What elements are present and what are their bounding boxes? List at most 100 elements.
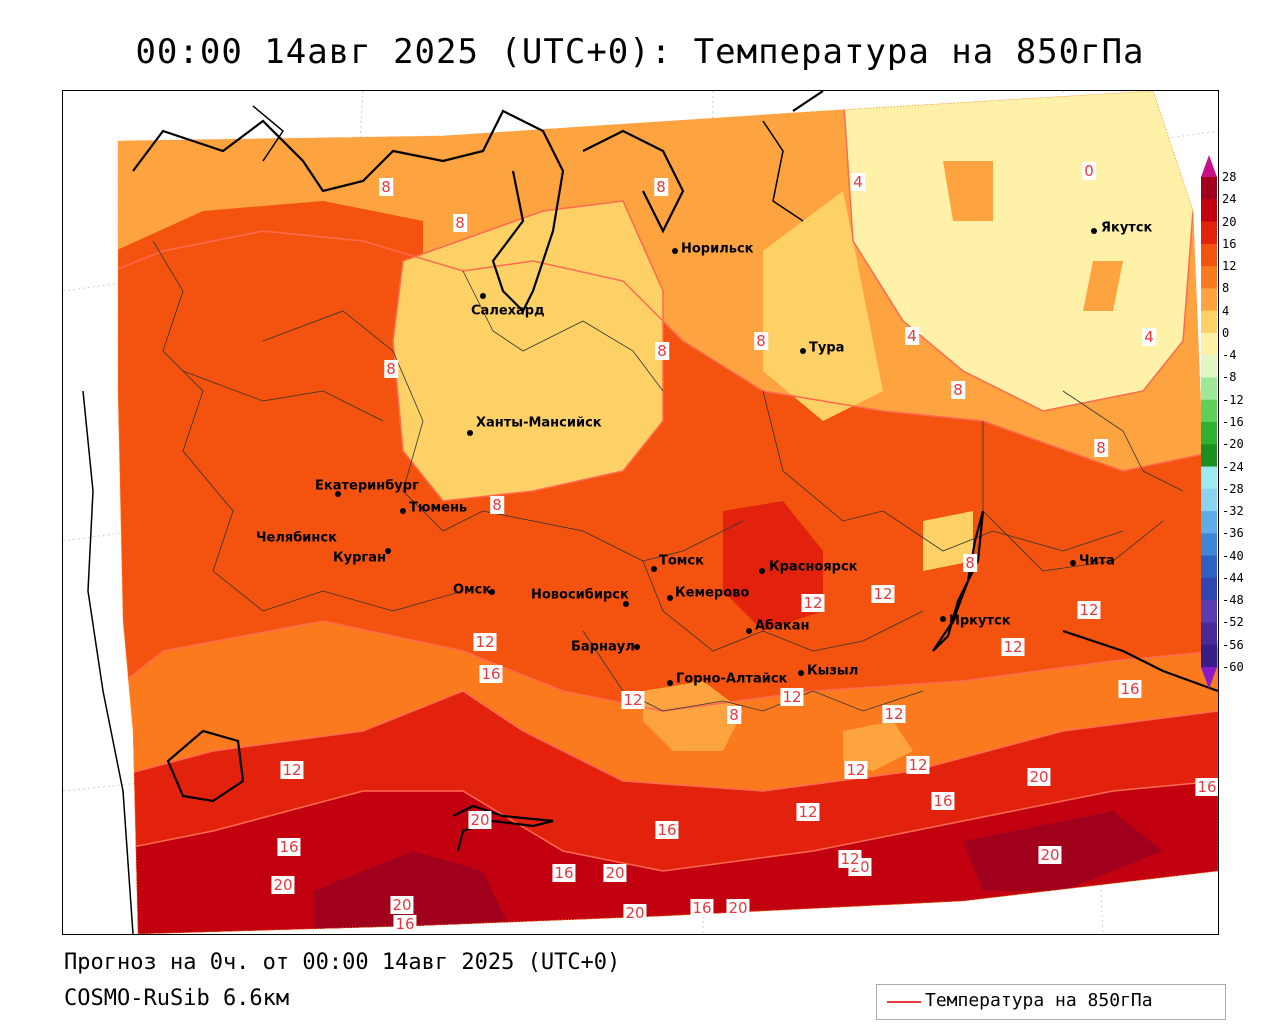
contour-label: 16 <box>552 864 576 882</box>
city-dot-icon <box>672 248 678 254</box>
forecast-info: Прогноз на 0ч. от 00:00 14авг 2025 (UTC+… <box>64 950 621 975</box>
contour-label: 4 <box>905 327 919 345</box>
colorbar-tick-label: -48 <box>1222 593 1244 608</box>
colorbar-tick-label: 20 <box>1222 214 1237 229</box>
colorbar-tick-label: -8 <box>1222 370 1237 385</box>
city-dot-icon <box>400 508 406 514</box>
city-dot-icon <box>746 628 752 634</box>
colorbar-segment <box>1201 221 1217 245</box>
map-area[interactable]: Норильск Якутск Салехард Тура Ханты-Манс… <box>62 90 1219 935</box>
city-label: Тюмень <box>409 500 468 516</box>
city-label: Екатеринбург <box>315 478 419 494</box>
city-dot-icon <box>634 644 640 650</box>
contour-label: 0 <box>1082 162 1096 180</box>
contour-label: 20 <box>468 811 492 829</box>
contour-label: 20 <box>390 896 414 914</box>
contour-label: 16 <box>1118 680 1142 698</box>
contour-label: 20 <box>271 876 295 894</box>
city-label: Норильск <box>681 241 754 257</box>
contour-label: 12 <box>796 803 820 821</box>
city-label: Якутск <box>1101 220 1153 236</box>
contour-label: 12 <box>1077 601 1101 619</box>
legend-label: Температура на 850гПа <box>925 990 1153 1011</box>
city-dot-icon <box>480 293 486 299</box>
city-dot-icon <box>798 670 804 676</box>
colorbar-bottom-arrow <box>1201 667 1217 689</box>
colorbar-segment <box>1201 177 1217 200</box>
contour-label: 8 <box>655 342 669 360</box>
colorbar <box>1201 155 1217 689</box>
colorbar-tick-label: -32 <box>1222 504 1244 519</box>
contour-label: 8 <box>490 496 504 514</box>
colorbar-segment <box>1201 488 1217 512</box>
contour-label: 16 <box>931 792 955 810</box>
temperature-map-svg <box>63 91 1218 934</box>
city-dot-icon <box>623 601 629 607</box>
colorbar-tick-label: -36 <box>1222 526 1244 541</box>
contour-label: 16 <box>277 838 301 856</box>
city-label: Иркутск <box>949 613 1011 629</box>
colorbar-tick-label: -44 <box>1222 570 1244 585</box>
colorbar-tick-label: -4 <box>1222 348 1237 363</box>
colorbar-segment <box>1201 310 1217 334</box>
contour-label: 8 <box>727 706 741 724</box>
contour-label: 8 <box>453 214 467 232</box>
colorbar-segment <box>1201 243 1217 267</box>
contour-label: 12 <box>906 756 930 774</box>
city-label: Кызыл <box>807 663 859 679</box>
legend-box: Температура на 850гПа <box>876 984 1226 1020</box>
city-label: Красноярск <box>769 559 858 575</box>
contour-label: 8 <box>384 360 398 378</box>
contour-label: 12 <box>280 761 304 779</box>
legend-line-icon <box>887 1001 921 1003</box>
colorbar-tick-label: 16 <box>1222 236 1237 251</box>
contour-label: 12 <box>780 688 804 706</box>
contour-label: 20 <box>1027 768 1051 786</box>
city-label: Кемерово <box>675 585 750 601</box>
colorbar-tick-label: -20 <box>1222 437 1244 452</box>
city-label: Томск <box>659 553 704 569</box>
colorbar-segment <box>1201 466 1217 490</box>
colorbar-segment <box>1201 577 1217 601</box>
contour-label: 20 <box>726 899 750 917</box>
city-dot-icon <box>385 548 391 554</box>
city-label: Абакан <box>755 618 810 634</box>
colorbar-tick-label: 4 <box>1222 303 1230 318</box>
contour-label: 12 <box>882 705 906 723</box>
contour-label: 16 <box>690 899 714 917</box>
colorbar-tick-label: -12 <box>1222 392 1244 407</box>
colorbar-tick-label: -28 <box>1222 481 1244 496</box>
city-label: Омск <box>453 582 492 598</box>
colorbar-tick-label: -52 <box>1222 615 1244 630</box>
contour-label: 8 <box>654 178 668 196</box>
colorbar-segment <box>1201 355 1217 378</box>
colorbar-tick-label: -40 <box>1222 548 1244 563</box>
contour-label: 12 <box>621 691 645 709</box>
city-dot-icon <box>335 491 341 497</box>
city-label: Курган <box>333 550 386 566</box>
contour-label: 20 <box>1038 846 1062 864</box>
city-label: Чита <box>1079 553 1115 569</box>
city-dot-icon <box>1091 228 1097 234</box>
colorbar-segment <box>1201 266 1217 289</box>
city-label: Салехард <box>471 303 545 319</box>
contour-label: 8 <box>754 332 768 350</box>
contour-label: 20 <box>603 864 627 882</box>
contour-label: 12 <box>844 761 868 779</box>
city-label: Горно-Алтайск <box>676 671 788 687</box>
contour-label: 12 <box>1001 638 1025 656</box>
colorbar-segment <box>1201 377 1217 401</box>
city-dot-icon <box>489 589 495 595</box>
colorbar-segment <box>1201 444 1217 468</box>
colorbar-tick-label: 24 <box>1222 192 1237 207</box>
city-label: Барнаул <box>571 639 635 655</box>
colorbar-tick-label: -60 <box>1222 660 1244 674</box>
city-label: Ханты-Мансийск <box>476 415 602 431</box>
colorbar-tick-label: 0 <box>1222 325 1230 340</box>
model-info: COSMO-RuSib 6.6км <box>64 986 290 1011</box>
contour-label: 16 <box>479 665 503 683</box>
contour-label: 12 <box>473 633 497 651</box>
colorbar-top-arrow <box>1201 155 1217 177</box>
contour-label: 8 <box>1094 439 1108 457</box>
city-label: Тура <box>809 340 845 356</box>
